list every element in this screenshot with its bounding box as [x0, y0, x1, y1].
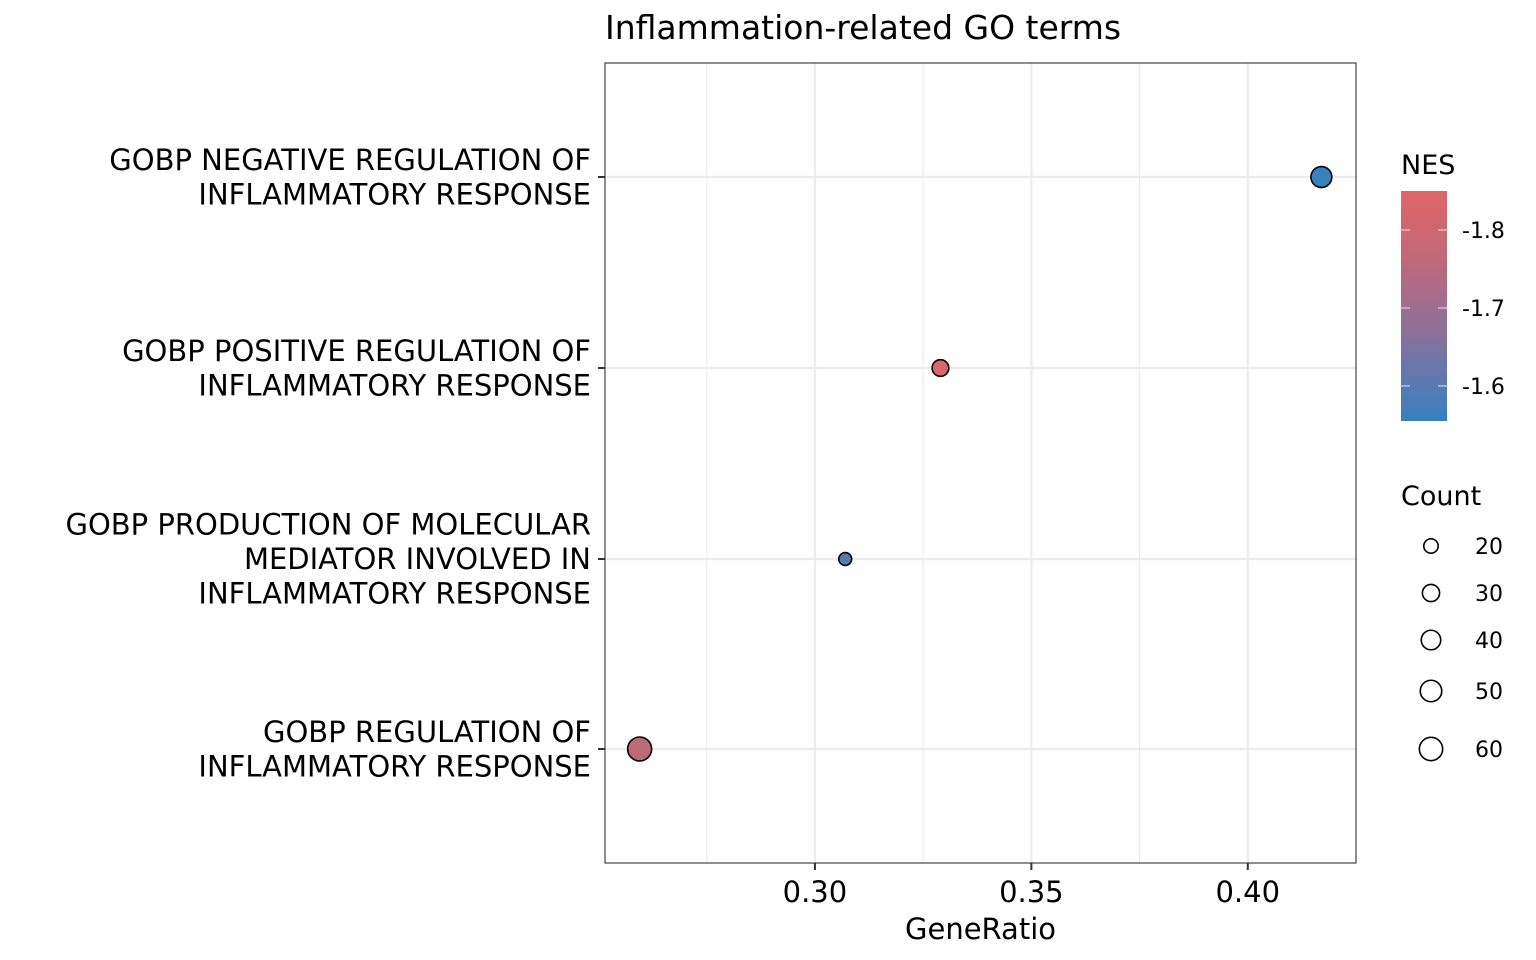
count-legend-items: 20 30 40 50 60 [1418, 535, 1503, 763]
count-legend-label: 40 [1475, 629, 1503, 654]
count-legend-circle [1419, 679, 1443, 703]
x-tick-label: 0.35 [999, 875, 1064, 909]
nes-legend-label: -1.8 [1462, 219, 1505, 244]
nes-legend-ticks: -1.8 -1.7 -1.6 [1401, 219, 1505, 400]
data-point [626, 736, 653, 762]
x-axis-title: GeneRatio [905, 912, 1056, 946]
nes-colorbar [1401, 191, 1447, 421]
grid-lines [605, 63, 1356, 863]
x-tick-label: 0.30 [783, 875, 848, 909]
y-axis: GOBP NEGATIVE REGULATION OF INFLAMMATORY … [65, 143, 605, 784]
count-legend-label: 60 [1475, 738, 1503, 763]
count-legend-label: 30 [1475, 582, 1503, 607]
count-legend-label: 20 [1475, 535, 1503, 560]
data-point [838, 551, 853, 567]
y-tick-label: GOBP POSITIVE REGULATION OF INFLAMMATORY … [122, 334, 591, 403]
nes-legend-label: -1.7 [1462, 297, 1505, 322]
x-axis: 0.30 0.35 0.40 [783, 863, 1280, 909]
data-point [931, 358, 950, 378]
y-tick-label: GOBP PRODUCTION OF MOLECULAR MEDIATOR INV… [65, 508, 591, 611]
data-points [626, 165, 1333, 762]
y-tick-label: GOBP REGULATION OF INFLAMMATORY RESPONSE [198, 715, 591, 784]
nes-color-legend: NES -1.8 -1.7 -1.6 [1401, 150, 1505, 421]
count-legend-circle [1421, 583, 1441, 603]
y-tick-label: GOBP NEGATIVE REGULATION OF INFLAMMATORY … [109, 143, 591, 212]
count-legend-circle [1420, 629, 1442, 651]
count-legend-label: 50 [1475, 680, 1503, 705]
nes-legend-title: NES [1401, 150, 1455, 181]
x-tick-label: 0.40 [1215, 875, 1280, 909]
count-legend-circle [1422, 537, 1440, 555]
count-legend-circle [1418, 736, 1444, 762]
panel-background [605, 63, 1356, 863]
data-point [1310, 165, 1333, 189]
nes-legend-label: -1.6 [1462, 375, 1505, 400]
chart-title: Inflammation-related GO terms [605, 8, 1121, 47]
panel-border [604, 62, 1357, 864]
count-legend-title: Count [1401, 481, 1481, 512]
count-size-legend: Count 20 30 40 50 60 [1401, 481, 1503, 763]
plot-panel [604, 62, 1357, 864]
